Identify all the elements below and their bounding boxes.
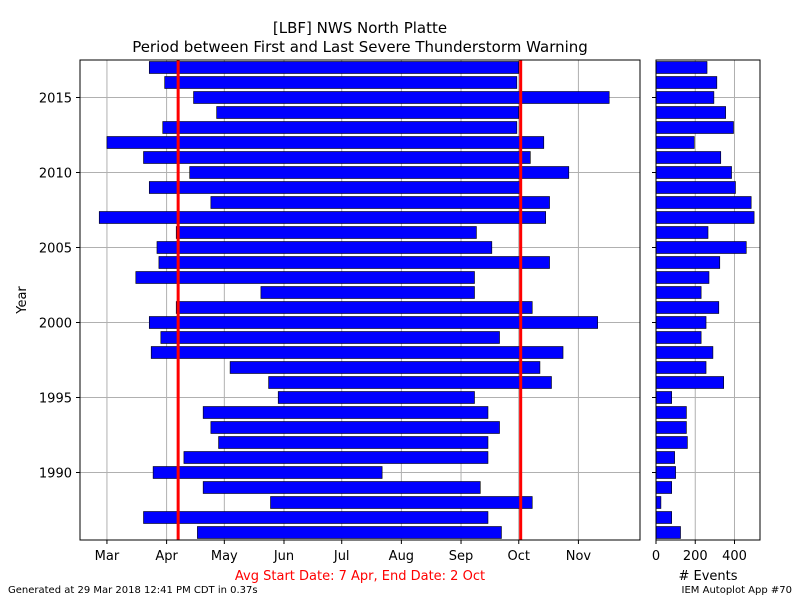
generated-note: Generated at 29 Mar 2018 12:41 PM CDT in…: [8, 585, 258, 596]
event-bar: [655, 436, 688, 449]
chart-title: [LBF] NWS North Platte: [272, 19, 448, 37]
range-bar: [268, 376, 552, 389]
event-bar: [655, 301, 720, 314]
event-bar: [655, 316, 707, 329]
y-tick-label: 2005: [39, 242, 72, 257]
event-bar: [655, 346, 714, 359]
event-bar: [655, 361, 707, 374]
x-tick-label: Nov: [566, 549, 592, 564]
range-bar: [162, 121, 518, 134]
event-bar: [655, 211, 755, 224]
y-tick-label: 2000: [39, 317, 72, 332]
x-tick-label: Jul: [333, 549, 350, 564]
range-bar: [197, 526, 502, 539]
x-tick-label: Aug: [389, 549, 414, 564]
range-bar: [218, 436, 489, 449]
range-bars: [98, 61, 610, 539]
avg-dates-label: Avg Start Date: 7 Apr, End Date: 2 Oct: [235, 569, 485, 584]
app-note: IEM Autoplot App #70: [681, 585, 792, 596]
range-bar: [216, 106, 520, 119]
x-tick-label: May: [211, 549, 238, 564]
range-bar: [148, 61, 520, 74]
event-bar: [655, 136, 695, 149]
main-plot-frame: [79, 59, 641, 541]
event-bar: [655, 226, 709, 239]
range-bar: [202, 406, 489, 419]
range-bar: [277, 391, 475, 404]
y-tick-label: 1995: [39, 392, 72, 407]
range-bar: [152, 466, 383, 479]
range-bar: [143, 151, 531, 164]
range-bar: [175, 301, 533, 314]
event-bar: [655, 451, 675, 464]
event-bars: [655, 61, 755, 539]
y-tick-label: 1990: [39, 467, 72, 482]
chart-subtitle: Period between First and Last Severe Thu…: [132, 38, 588, 56]
event-bar: [655, 481, 672, 494]
average-lines: [176, 60, 523, 540]
event-bar: [655, 376, 724, 389]
range-bar: [150, 346, 564, 359]
range-bar: [148, 181, 521, 194]
range-bar: [164, 76, 518, 89]
events-x-tick-label: 200: [683, 549, 708, 564]
events-x-tick-label: 0: [652, 549, 660, 564]
y-axis-label: Year: [15, 286, 30, 315]
x-tick-label: Sep: [449, 549, 474, 564]
axis-labels: Mar Apr May Jun Jul Aug Sep Oct Nov1990199520002…: [15, 92, 747, 585]
event-bar: [655, 526, 681, 539]
y-tick-label: 2010: [39, 167, 72, 182]
event-bar: [655, 256, 721, 269]
event-bar: [655, 91, 715, 104]
event-bar: [655, 166, 732, 179]
range-bar: [229, 361, 541, 374]
event-bar: [655, 241, 747, 254]
event-bar: [655, 121, 734, 134]
range-bar: [189, 166, 570, 179]
event-bar: [655, 421, 687, 434]
range-bar: [210, 421, 500, 434]
x-tick-label: Jun: [273, 549, 294, 564]
range-bar: [270, 496, 533, 509]
range-bar: [202, 481, 481, 494]
event-bar: [655, 271, 710, 284]
range-bar: [210, 196, 550, 209]
range-bar: [193, 91, 610, 104]
range-bar: [175, 226, 477, 239]
event-bar: [655, 196, 752, 209]
range-bar: [158, 256, 550, 269]
event-bar: [655, 391, 672, 404]
event-bar: [655, 76, 718, 89]
range-bar: [160, 331, 500, 344]
event-bar: [655, 406, 687, 419]
event-bar: [655, 331, 702, 344]
range-bar: [260, 286, 475, 299]
range-bar: [143, 511, 489, 524]
y-tick-label: 2015: [39, 92, 72, 107]
range-bar: [135, 271, 475, 284]
event-bar: [655, 286, 702, 299]
range-bar: [148, 316, 598, 329]
events-x-tick-label: 400: [722, 549, 747, 564]
range-bar: [183, 451, 489, 464]
event-bar: [655, 61, 708, 74]
range-bar: [156, 241, 493, 254]
event-bar: [655, 496, 662, 509]
range-bar: [98, 211, 547, 224]
event-bar: [655, 511, 672, 524]
events-plot-frame: [655, 59, 761, 541]
range-bar: [106, 136, 545, 149]
x-tick-label: Mar: [95, 549, 120, 564]
event-bar: [655, 181, 736, 194]
x-tick-label: Apr: [155, 549, 178, 564]
event-bar: [655, 151, 722, 164]
events-axis-label: # Events: [678, 569, 737, 584]
x-tick-label: Oct: [508, 549, 530, 564]
event-bar: [655, 106, 726, 119]
event-bar: [655, 466, 676, 479]
